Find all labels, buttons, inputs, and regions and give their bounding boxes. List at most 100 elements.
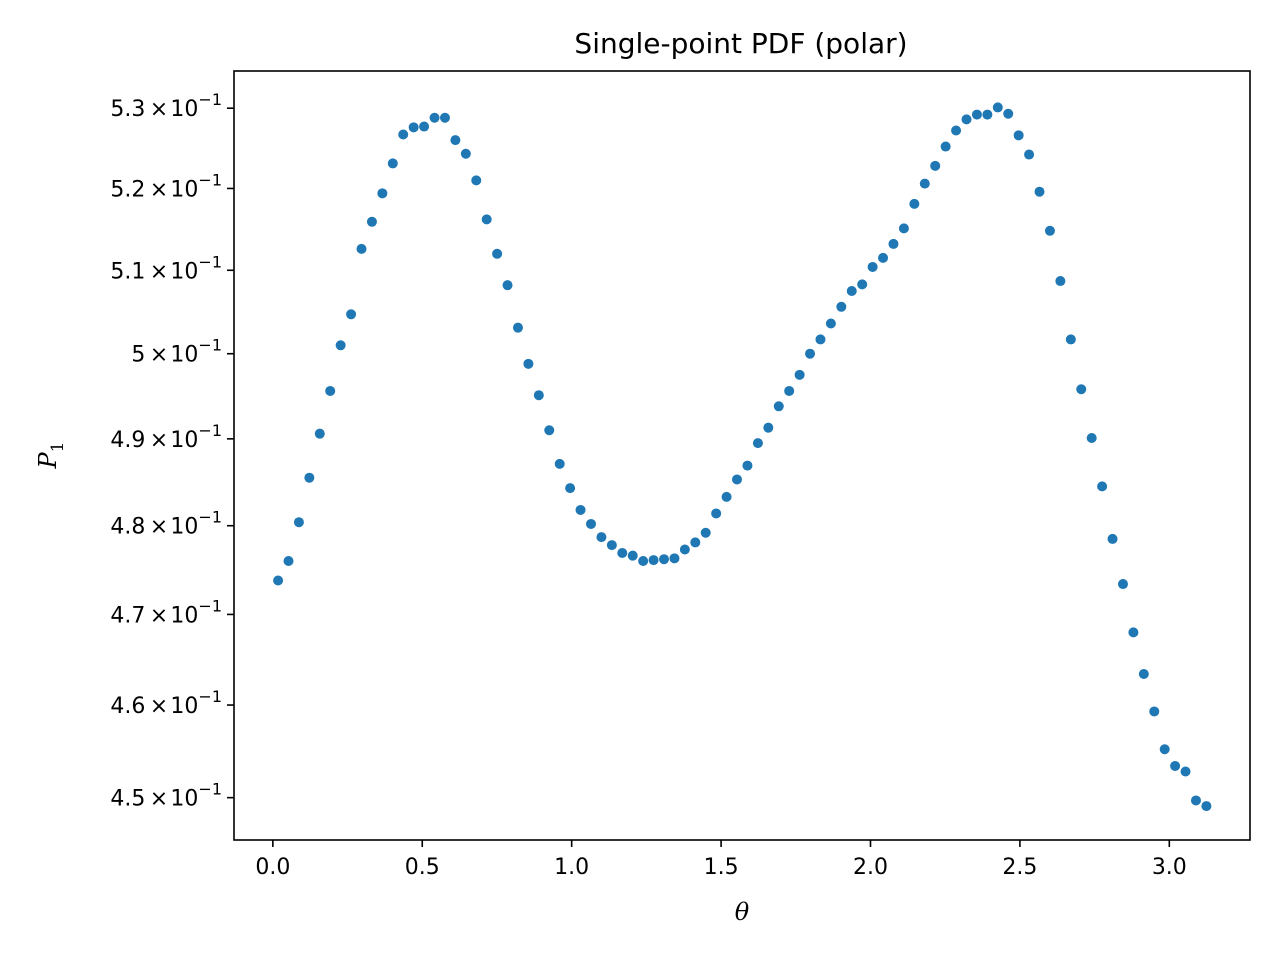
data-point: [1138, 669, 1149, 680]
data-point: [439, 112, 450, 123]
data-point: [669, 553, 680, 564]
y-tick-label: 4.6 × 10−1: [110, 687, 222, 719]
data-point: [1117, 579, 1128, 590]
data-point: [325, 385, 336, 396]
data-point: [533, 390, 544, 401]
data-point: [700, 527, 711, 538]
data-point: [909, 198, 920, 209]
data-point: [481, 214, 492, 225]
plot-frame: [233, 70, 1251, 841]
data-point: [617, 548, 628, 559]
data-point: [460, 148, 471, 159]
data-point: [575, 504, 586, 515]
y-tick-label: 4.7 × 10−1: [110, 596, 222, 628]
data-point: [492, 248, 503, 259]
data-point: [544, 425, 555, 436]
data-point: [1024, 149, 1035, 160]
data-point: [1076, 384, 1087, 395]
data-point: [878, 252, 889, 263]
data-point: [867, 261, 878, 272]
data-point: [512, 322, 523, 333]
data-point: [1159, 744, 1170, 755]
data-point: [565, 483, 576, 494]
data-point: [283, 555, 294, 566]
data-point: [1086, 432, 1097, 443]
data-point: [293, 517, 304, 528]
data-point: [961, 114, 972, 125]
data-point: [690, 537, 701, 548]
data-point: [1170, 760, 1181, 771]
data-point: [1044, 225, 1055, 236]
data-point: [648, 555, 659, 566]
x-tick-label: 0.5: [405, 855, 440, 880]
data-point: [857, 279, 868, 290]
data-point: [784, 385, 795, 396]
data-point: [940, 141, 951, 152]
y-axis-label-main: P: [34, 451, 62, 469]
x-tick-label: 3.0: [1152, 855, 1187, 880]
data-point: [471, 175, 482, 186]
data-point: [919, 178, 930, 189]
data-point: [523, 358, 534, 369]
data-point: [419, 121, 430, 132]
data-point: [366, 216, 377, 227]
data-point: [1013, 130, 1024, 141]
chart-title: Single-point PDF (polar): [574, 27, 907, 60]
y-tick-label: 4.8 × 10−1: [110, 508, 222, 540]
data-points: [273, 102, 1212, 812]
data-point: [752, 438, 763, 449]
y-tick-label: 4.5 × 10−1: [110, 780, 222, 812]
data-point: [398, 129, 409, 140]
data-point: [586, 518, 596, 529]
data-point: [951, 125, 962, 136]
data-point: [273, 575, 284, 586]
data-point: [1055, 276, 1066, 287]
data-point: [1201, 801, 1212, 812]
x-tick-label: 2.5: [1002, 855, 1037, 880]
x-axis: 0.0 0.5 1.0 1.5 2.0 2.5 3.0: [255, 840, 1187, 880]
y-axis-label-subscript: 1: [48, 442, 68, 453]
data-point: [638, 555, 649, 566]
y-tick-label: 4.9 × 10−1: [110, 421, 222, 453]
data-point: [763, 422, 774, 433]
data-point: [606, 540, 617, 551]
x-axis-label: θ: [735, 898, 750, 926]
x-tick-label: 2.0: [853, 855, 888, 880]
data-point: [356, 243, 367, 254]
data-point: [971, 109, 982, 120]
data-point: [314, 428, 325, 439]
y-tick-label: 5 × 10−1: [131, 336, 222, 368]
data-point: [1097, 481, 1108, 492]
data-point: [596, 532, 607, 543]
data-point: [846, 285, 857, 296]
data-point: [554, 458, 565, 469]
data-point: [1107, 533, 1118, 544]
y-axis: 5.3 × 10−1 5.2 × 10−1 5.1 × 10−1 5 × 10−1 4.…: [110, 90, 234, 812]
data-point: [711, 508, 722, 519]
data-point: [992, 102, 1003, 113]
x-tick-label: 1.0: [554, 855, 589, 880]
data-point: [335, 340, 346, 351]
data-point: [659, 554, 670, 565]
data-point: [1180, 766, 1191, 777]
data-point: [1190, 795, 1201, 806]
data-point: [742, 460, 753, 471]
data-point: [732, 474, 743, 485]
data-point: [377, 188, 388, 199]
y-tick-label: 5.2 × 10−1: [110, 170, 222, 202]
data-point: [815, 334, 826, 345]
data-point: [627, 550, 638, 561]
data-point: [1034, 186, 1045, 197]
svg-text:P1: P1: [34, 442, 68, 470]
data-point: [888, 238, 899, 249]
data-point: [1149, 706, 1160, 717]
data-point: [930, 160, 941, 171]
data-point: [429, 112, 440, 123]
data-point: [1128, 627, 1139, 638]
y-tick-label: 5.1 × 10−1: [110, 252, 222, 284]
data-point: [346, 309, 357, 320]
data-point: [836, 301, 847, 312]
data-point: [805, 348, 816, 359]
data-point: [773, 401, 784, 412]
